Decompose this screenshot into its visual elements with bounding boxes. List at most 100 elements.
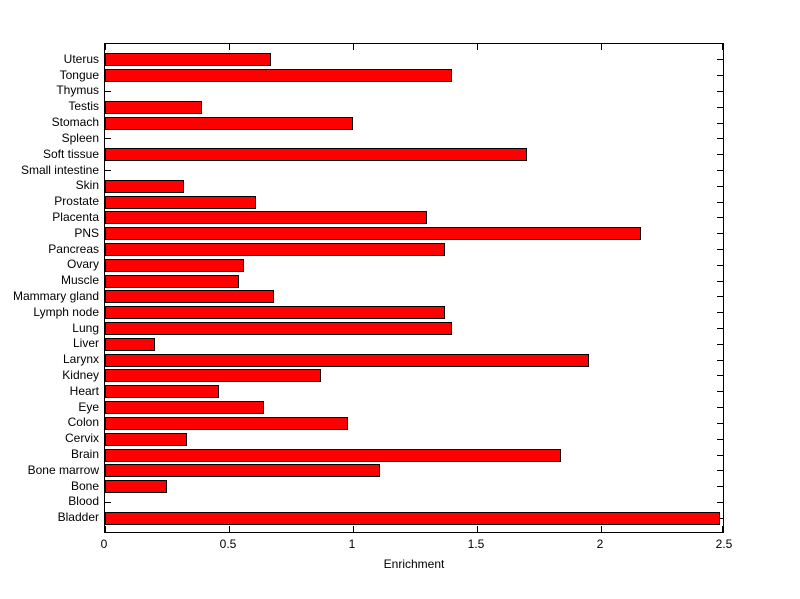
y-tick-right-lymph-node <box>717 312 723 314</box>
y-tick-right-mammary-gland <box>717 296 723 298</box>
y-tick-left-small-intestine <box>105 170 111 171</box>
bar-eye <box>105 401 264 414</box>
x-tick-bottom-2.5 <box>722 526 723 532</box>
y-tick-label-prostate: Prostate <box>54 194 99 209</box>
y-axis-labels: Uterus Tongue Thymus Testis Stomach Spleen Sof… <box>0 43 99 533</box>
y-tick-right-placenta <box>717 217 723 219</box>
y-tick-label-eye: Eye <box>78 399 99 414</box>
y-tick-left-spleen <box>105 138 111 140</box>
bar-cervix <box>105 432 187 446</box>
y-tick-label-kidney: Kidney <box>62 367 99 382</box>
y-tick-right-muscle <box>717 280 723 282</box>
y-tick-label-cervix: Cervix <box>64 431 99 446</box>
x-tick-top-1 <box>353 44 354 50</box>
y-tick-right-bone <box>717 486 723 488</box>
y-tick-label-lung: Lung <box>72 320 99 335</box>
bar-kidney <box>105 369 321 383</box>
bar-stomach <box>105 116 353 130</box>
y-tick-right-prostate <box>717 201 723 203</box>
y-tick-right-eye <box>717 407 723 408</box>
y-tick-right-ovary <box>717 264 723 266</box>
y-tick-label-testis: Testis <box>68 99 99 114</box>
y-tick-right-pancreas <box>717 249 723 250</box>
y-tick-label-pns: PNS <box>74 225 99 240</box>
y-tick-label-uterus: Uterus <box>63 51 99 66</box>
y-tick-label-colon: Colon <box>67 415 99 430</box>
x-tick-bottom-0 <box>105 526 106 532</box>
bar-larynx <box>105 353 589 367</box>
bar-bone-marrow <box>105 464 381 478</box>
y-tick-label-tongue: Tongue <box>59 67 99 82</box>
y-tick-label-thymus: Thymus <box>56 83 99 98</box>
bar-pancreas <box>105 243 445 256</box>
y-tick-label-muscle: Muscle <box>60 273 99 288</box>
x-tick-label-1: 1 <box>348 537 356 551</box>
x-tick-label-0.5: 0.5 <box>219 537 237 551</box>
y-tick-label-larynx: Larynx <box>62 352 99 367</box>
y-tick-right-spleen <box>717 138 723 140</box>
y-tick-right-bone-marrow <box>717 470 723 472</box>
bar-skin <box>105 179 185 193</box>
y-tick-right-stomach <box>717 122 723 124</box>
y-tick-label-soft-tissue: Soft tissue <box>42 146 99 161</box>
y-tick-label-bone-marrow: Bone marrow <box>27 462 99 477</box>
x-tick-top-1.5 <box>477 44 478 50</box>
bar-tongue <box>105 69 453 83</box>
bar-lung <box>105 322 453 335</box>
x-tick-top-0.5 <box>229 44 230 50</box>
y-tick-label-pancreas: Pancreas <box>48 241 99 256</box>
y-tick-label-bone: Bone <box>70 478 99 493</box>
y-tick-right-lung <box>717 328 723 329</box>
x-tick-bottom-0.5 <box>229 526 230 532</box>
y-tick-right-kidney <box>717 375 723 377</box>
y-tick-right-cervix <box>717 438 723 440</box>
y-tick-label-small-intestine: Small intestine <box>20 162 99 177</box>
y-tick-label-mammary-gland: Mammary gland <box>12 288 99 303</box>
bar-brain <box>105 448 562 462</box>
bar-prostate <box>105 195 257 209</box>
y-tick-left-blood <box>105 501 111 503</box>
bar-testis <box>105 100 202 114</box>
bar-bone <box>105 480 167 494</box>
y-tick-label-blood: Blood <box>68 494 99 509</box>
x-tick-top-0 <box>105 44 106 50</box>
bar-bladder <box>105 511 720 525</box>
x-tick-label-0: 0 <box>100 537 108 551</box>
y-tick-right-tongue <box>717 75 723 77</box>
x-tick-bottom-1.5 <box>477 526 478 532</box>
y-tick-right-soft-tissue <box>717 154 723 156</box>
bar-muscle <box>105 274 239 288</box>
y-tick-right-larynx <box>717 359 723 361</box>
y-tick-label-ovary: Ovary <box>66 257 99 272</box>
y-tick-right-bladder <box>717 517 723 519</box>
y-tick-right-pns <box>717 233 723 235</box>
y-tick-label-heart: Heart <box>69 383 99 398</box>
y-tick-label-skin: Skin <box>75 178 99 193</box>
y-tick-label-brain: Brain <box>70 447 99 461</box>
y-tick-right-colon <box>717 422 723 424</box>
y-tick-label-placenta: Placenta <box>52 209 99 224</box>
y-tick-label-bladder: Bladder <box>57 510 99 525</box>
y-tick-right-brain <box>717 454 723 456</box>
y-tick-right-liver <box>717 343 723 345</box>
y-tick-label-stomach: Stomach <box>51 115 99 129</box>
x-tick-top-2 <box>601 44 602 50</box>
bar-heart <box>105 385 220 399</box>
y-tick-right-heart <box>717 391 723 393</box>
bar-ovary <box>105 258 244 272</box>
bar-pns <box>105 227 641 241</box>
bar-soft-tissue <box>105 148 527 162</box>
y-tick-right-small-intestine <box>717 170 723 171</box>
y-tick-right-thymus <box>717 90 723 92</box>
y-tick-right-blood <box>717 501 723 503</box>
y-tick-left-thymus <box>105 90 111 92</box>
y-tick-right-uterus <box>717 59 723 61</box>
y-tick-label-spleen: Spleen <box>61 130 99 145</box>
x-tick-bottom-2 <box>601 526 602 532</box>
bar-placenta <box>105 211 428 225</box>
y-tick-right-skin <box>717 185 723 187</box>
bar-colon <box>105 416 348 430</box>
x-tick-bottom-1 <box>353 526 354 532</box>
x-tick-label-1.5: 1.5 <box>467 537 485 551</box>
